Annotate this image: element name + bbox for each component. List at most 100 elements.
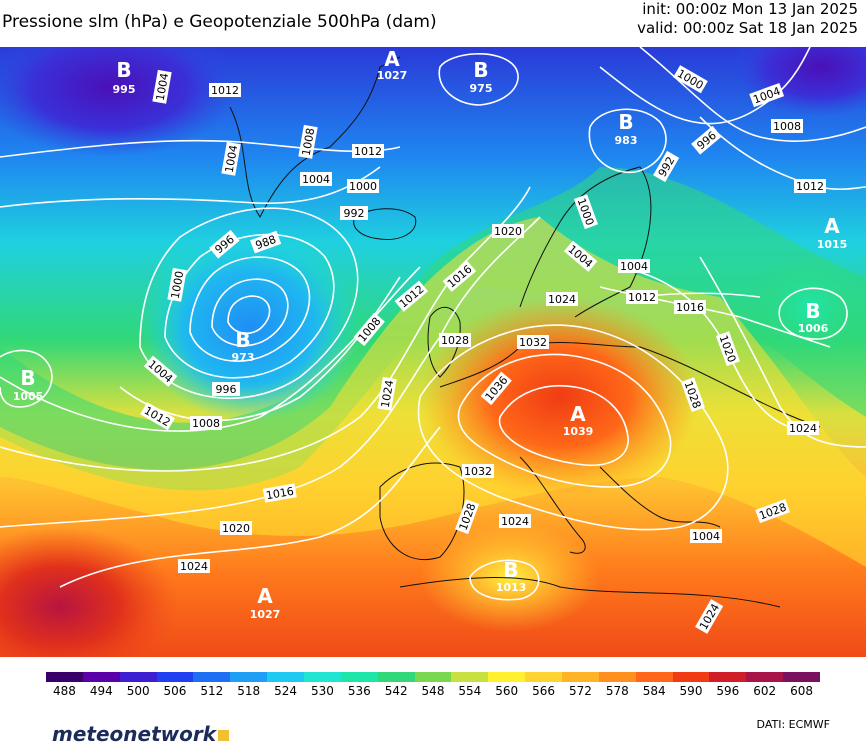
map-title: Pressione slm (hPa) e Geopotenziale 500h… — [2, 12, 437, 32]
init-time: init: 00:00z Mon 13 Jan 2025 — [642, 0, 858, 18]
pressure-label: 1024 — [546, 292, 578, 306]
color-scale-tick: 518 — [237, 684, 261, 698]
isobar-983-low — [588, 108, 667, 174]
color-scale-segment — [451, 672, 489, 682]
isobar-1020-south — [0, 216, 541, 528]
color-scale-tick: 590 — [679, 684, 703, 698]
color-scale-tick: 524 — [274, 684, 298, 698]
pressure-label: 1004 — [690, 529, 722, 543]
pressure-label: 1004 — [300, 172, 332, 186]
brand-logo: meteonetwork — [52, 722, 230, 746]
color-scale-segment — [672, 672, 710, 682]
svg-text:992: 992 — [344, 207, 365, 220]
svg-text:1024: 1024 — [379, 379, 397, 409]
color-scale-segment — [156, 672, 194, 682]
color-scale-segment — [783, 672, 821, 682]
east-green-field — [750, 252, 866, 362]
north-africa-coast — [399, 577, 781, 608]
svg-text:1020: 1020 — [222, 522, 250, 535]
color-scale-tick: 554 — [458, 684, 482, 698]
isobar-1004-north — [599, 47, 811, 125]
svg-text:B: B — [116, 58, 131, 82]
svg-text:1008: 1008 — [773, 120, 801, 133]
svg-text:1024: 1024 — [548, 293, 576, 306]
isobar-1004-north-atlantic — [0, 166, 381, 208]
svg-text:1024: 1024 — [501, 515, 529, 528]
svg-text:1012: 1012 — [354, 145, 382, 158]
scandinavia-coast — [519, 166, 652, 318]
pressure-label: 1004 — [618, 259, 650, 273]
color-scale-segment — [635, 672, 673, 682]
svg-text:A: A — [824, 214, 840, 238]
svg-text:975: 975 — [470, 82, 493, 95]
weather-map: 1012 1004 1004 1008 1012 1004 1000 992 9… — [0, 47, 866, 657]
color-scale-segment — [598, 672, 636, 682]
svg-text:1012: 1012 — [628, 291, 656, 304]
color-scale-segment — [46, 672, 83, 682]
color-scale-segment — [562, 672, 599, 682]
isobar-992 — [211, 278, 289, 347]
svg-text:1020: 1020 — [494, 225, 522, 238]
svg-text:1000: 1000 — [169, 270, 187, 300]
svg-text:1012: 1012 — [211, 84, 239, 97]
svg-text:A: A — [257, 584, 273, 608]
pressure-label: 1032 — [517, 335, 549, 349]
pressure-label: 1032 — [462, 464, 494, 478]
color-scale-tick: 548 — [421, 684, 445, 698]
color-scale-segment — [267, 672, 305, 682]
color-scale-segment — [377, 672, 415, 682]
color-scale-tick: 530 — [310, 684, 334, 698]
color-scale-segment — [488, 672, 526, 682]
color-scale-segment — [82, 672, 120, 682]
color-scale-segment — [709, 672, 747, 682]
svg-text:B: B — [618, 110, 633, 134]
svg-text:1008: 1008 — [192, 417, 220, 430]
color-scale-segment — [414, 672, 452, 682]
svg-text:1005: 1005 — [13, 390, 44, 403]
green-band — [0, 167, 866, 491]
pressure-label: 1028 — [439, 333, 471, 347]
balkan-coast — [599, 466, 721, 528]
isobar-1024-east — [699, 256, 866, 448]
svg-text:1004: 1004 — [620, 260, 648, 273]
svg-text:1004: 1004 — [154, 72, 172, 102]
isobar-1032-europe — [457, 353, 672, 488]
pressure-label: 1000 — [167, 267, 187, 302]
pressure-label: 1012 — [209, 83, 241, 97]
continental-europe-coast — [439, 342, 821, 428]
svg-text:1013: 1013 — [496, 581, 527, 594]
isobar-1006-east-low — [778, 287, 848, 340]
pressure-label: 1020 — [492, 224, 524, 238]
pressure-label: 1016 — [674, 300, 706, 314]
svg-text:B: B — [473, 58, 488, 82]
color-scale-segment — [340, 672, 378, 682]
svg-text:983: 983 — [615, 134, 638, 147]
pressure-label: 1000 — [347, 179, 379, 193]
color-scale-tick: 512 — [200, 684, 224, 698]
svg-text:1004: 1004 — [692, 530, 720, 543]
pressure-label: 992 — [340, 206, 368, 220]
svg-text:1032: 1032 — [464, 465, 492, 478]
color-scale-tick: 584 — [642, 684, 666, 698]
pressure-label: 1024 — [499, 514, 531, 528]
southwest-high-field — [0, 527, 180, 657]
brand-mark — [218, 730, 230, 741]
svg-text:1004: 1004 — [302, 173, 330, 186]
svg-text:996: 996 — [216, 383, 237, 396]
greenland-coast — [229, 56, 401, 218]
pressure-label: 1004 — [221, 141, 241, 176]
svg-text:1032: 1032 — [519, 336, 547, 349]
svg-text:1039: 1039 — [563, 425, 594, 438]
color-scale-segment — [525, 672, 563, 682]
isobar-1004 — [139, 207, 359, 399]
iceland-coast — [353, 208, 417, 241]
isobar-1005-west-low — [0, 349, 53, 408]
svg-text:973: 973 — [232, 351, 255, 364]
isobar-996 — [189, 256, 311, 362]
isobar-1008-north — [639, 47, 866, 142]
